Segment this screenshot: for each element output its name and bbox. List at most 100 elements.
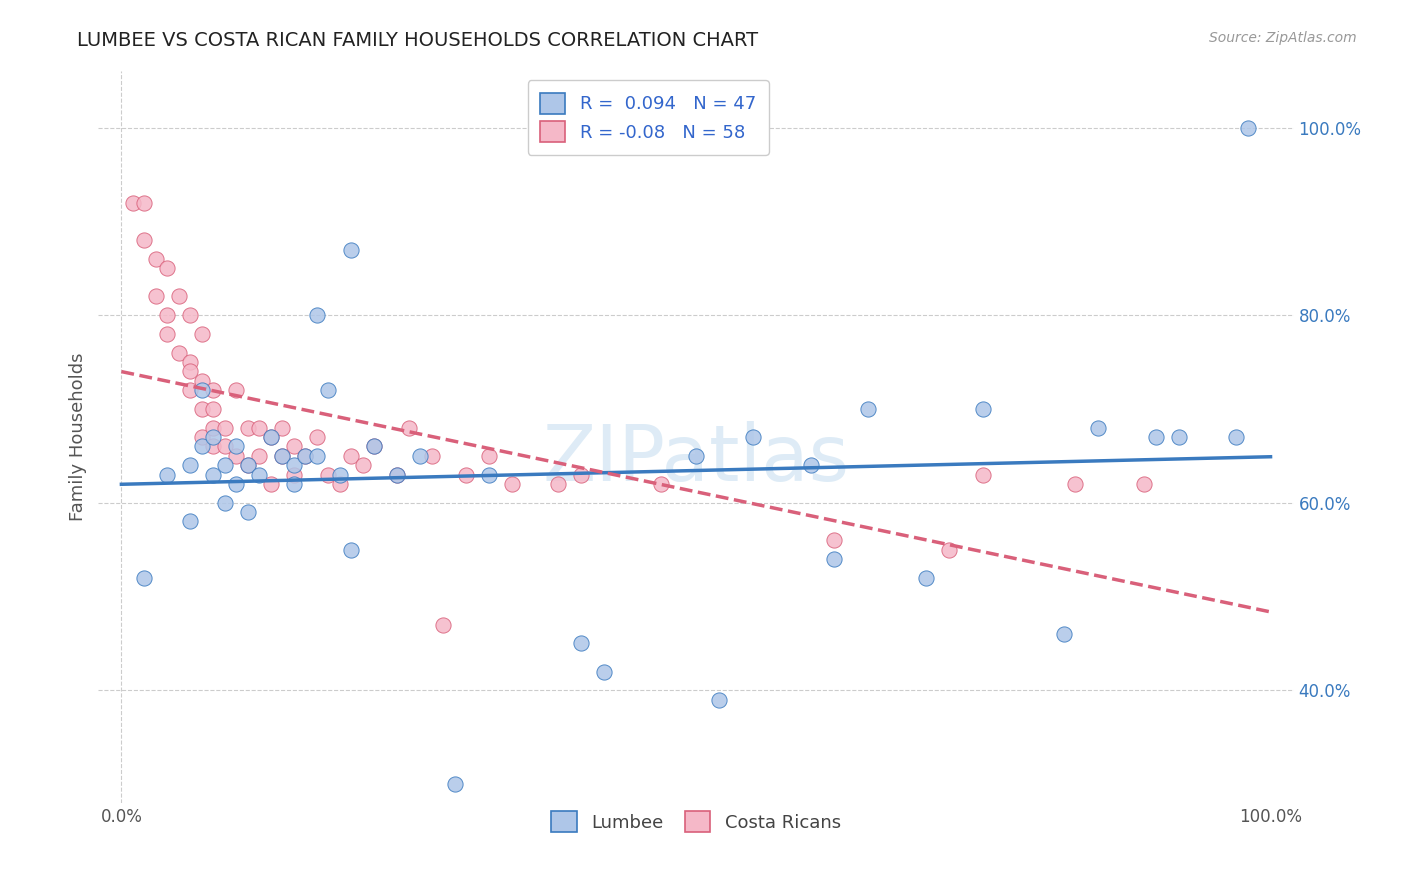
Point: [352, 458, 374, 473]
Point: [742, 430, 765, 444]
Point: [972, 467, 994, 482]
Point: [823, 533, 845, 548]
Point: [179, 515, 201, 529]
Point: [1236, 120, 1258, 135]
Point: [214, 420, 236, 434]
Point: [547, 477, 569, 491]
Point: [202, 440, 225, 454]
Point: [134, 233, 156, 247]
Point: [225, 440, 247, 454]
Point: [179, 458, 201, 473]
Point: [134, 195, 156, 210]
Point: [260, 477, 283, 491]
Point: [501, 477, 523, 491]
Point: [385, 467, 409, 482]
Point: [294, 449, 316, 463]
Point: [329, 467, 352, 482]
Point: [202, 430, 225, 444]
Point: [247, 420, 270, 434]
Point: [236, 420, 259, 434]
Point: [191, 401, 214, 416]
Point: [236, 458, 259, 473]
Point: [456, 467, 478, 482]
Point: [214, 458, 236, 473]
Point: [260, 430, 283, 444]
Point: [685, 449, 707, 463]
Point: [1144, 430, 1167, 444]
Point: [191, 383, 214, 397]
Point: [225, 383, 247, 397]
Point: [214, 496, 236, 510]
Point: [179, 355, 201, 369]
Point: [283, 458, 305, 473]
Point: [214, 440, 236, 454]
Point: [914, 571, 936, 585]
Point: [271, 449, 294, 463]
Point: [271, 420, 294, 434]
Point: [179, 364, 201, 378]
Point: [1087, 420, 1109, 434]
Point: [340, 449, 363, 463]
Point: [569, 467, 592, 482]
Point: [202, 420, 225, 434]
Point: [225, 449, 247, 463]
Point: [191, 440, 214, 454]
Point: [145, 252, 167, 266]
Point: [858, 401, 880, 416]
Point: [260, 430, 283, 444]
Point: [156, 467, 179, 482]
Point: [569, 636, 592, 650]
Point: [191, 326, 214, 341]
Point: [340, 243, 363, 257]
Point: [363, 440, 385, 454]
Point: [202, 467, 225, 482]
Point: [1167, 430, 1189, 444]
Point: [191, 430, 214, 444]
Point: [593, 665, 616, 679]
Text: Source: ZipAtlas.com: Source: ZipAtlas.com: [1209, 31, 1357, 45]
Point: [316, 467, 339, 482]
Point: [156, 326, 179, 341]
Point: [247, 467, 270, 482]
Point: [202, 401, 225, 416]
Point: [167, 345, 190, 359]
Point: [478, 449, 501, 463]
Point: [283, 467, 305, 482]
Point: [938, 542, 960, 557]
Legend: Lumbee, Costa Ricans: Lumbee, Costa Ricans: [538, 799, 853, 845]
Point: [650, 477, 672, 491]
Point: [134, 571, 156, 585]
Point: [1225, 430, 1247, 444]
Point: [179, 308, 201, 322]
Point: [707, 692, 730, 706]
Point: [316, 383, 339, 397]
Point: [236, 505, 259, 519]
Y-axis label: Family Households: Family Households: [69, 353, 87, 521]
Point: [800, 458, 823, 473]
Point: [283, 440, 305, 454]
Point: [305, 308, 328, 322]
Point: [202, 383, 225, 397]
Point: [156, 308, 179, 322]
Point: [191, 374, 214, 388]
Text: ZIPatlas: ZIPatlas: [543, 421, 849, 497]
Point: [122, 195, 145, 210]
Point: [478, 467, 501, 482]
Point: [398, 420, 420, 434]
Point: [236, 458, 259, 473]
Point: [247, 449, 270, 463]
Point: [305, 430, 328, 444]
Point: [420, 449, 443, 463]
Point: [1053, 627, 1076, 641]
Point: [179, 383, 201, 397]
Text: LUMBEE VS COSTA RICAN FAMILY HOUSEHOLDS CORRELATION CHART: LUMBEE VS COSTA RICAN FAMILY HOUSEHOLDS …: [77, 31, 758, 50]
Point: [225, 477, 247, 491]
Point: [145, 289, 167, 303]
Point: [294, 449, 316, 463]
Point: [823, 552, 845, 566]
Point: [443, 777, 465, 791]
Point: [305, 449, 328, 463]
Point: [1064, 477, 1087, 491]
Point: [340, 542, 363, 557]
Point: [283, 477, 305, 491]
